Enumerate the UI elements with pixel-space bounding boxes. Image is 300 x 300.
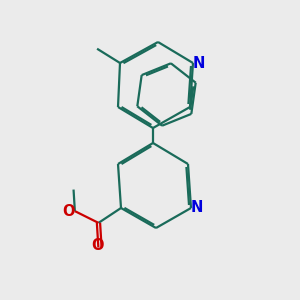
Text: O: O [62, 204, 74, 219]
Text: N: N [192, 56, 205, 70]
Text: N: N [190, 200, 202, 215]
Text: O: O [91, 238, 104, 253]
